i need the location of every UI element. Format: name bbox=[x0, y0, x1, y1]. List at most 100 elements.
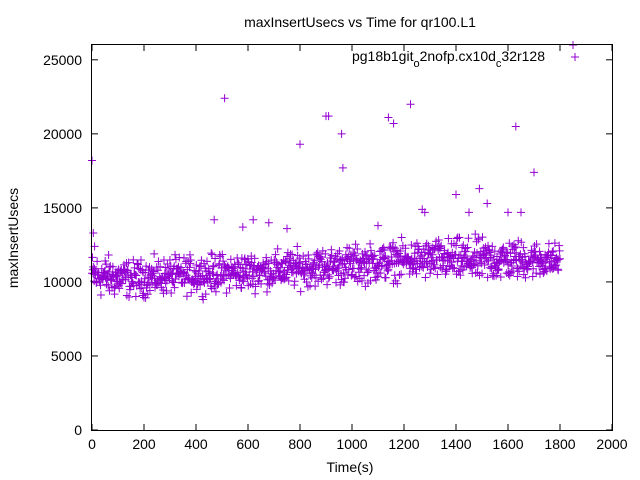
data-point bbox=[208, 262, 217, 271]
data-point bbox=[171, 250, 180, 259]
data-point bbox=[103, 269, 112, 278]
data-point bbox=[421, 273, 430, 282]
data-point bbox=[484, 256, 493, 265]
x-tick-label: 200 bbox=[132, 436, 156, 452]
data-point bbox=[376, 268, 385, 277]
data-point bbox=[535, 247, 544, 256]
data-point bbox=[548, 248, 557, 257]
data-point bbox=[504, 267, 513, 276]
data-point bbox=[299, 252, 308, 261]
data-point bbox=[341, 263, 350, 272]
x-tick-label: 1200 bbox=[388, 436, 419, 452]
data-point bbox=[447, 258, 456, 267]
data-point bbox=[141, 293, 150, 302]
data-point bbox=[435, 242, 444, 251]
outlier-point bbox=[249, 215, 258, 224]
data-point bbox=[426, 269, 435, 278]
data-point bbox=[460, 262, 469, 271]
data-point bbox=[439, 261, 448, 270]
data-point bbox=[311, 282, 320, 291]
data-point bbox=[401, 244, 410, 253]
data-point bbox=[478, 233, 487, 242]
data-point bbox=[353, 244, 362, 253]
y-tick-label: 10000 bbox=[43, 274, 82, 290]
data-point bbox=[381, 251, 390, 260]
y-axis-label: maxInsertUsecs bbox=[5, 188, 21, 288]
y-tick-label: 20000 bbox=[43, 126, 82, 142]
data-point bbox=[343, 243, 352, 252]
data-point bbox=[249, 272, 258, 281]
outlier-point bbox=[384, 113, 393, 122]
data-point bbox=[366, 239, 375, 248]
data-point bbox=[352, 272, 361, 281]
data-point bbox=[315, 254, 324, 263]
data-point bbox=[149, 267, 158, 276]
data-point bbox=[369, 254, 378, 263]
data-point bbox=[136, 284, 145, 293]
data-point bbox=[532, 269, 541, 278]
data-point bbox=[201, 290, 210, 299]
data-point bbox=[444, 234, 453, 243]
data-point bbox=[180, 279, 189, 288]
data-point bbox=[170, 283, 179, 292]
data-point bbox=[463, 243, 472, 252]
data-point bbox=[510, 244, 519, 253]
data-point bbox=[426, 248, 435, 257]
data-point bbox=[411, 265, 420, 274]
data-point bbox=[397, 233, 406, 242]
data-point bbox=[535, 270, 544, 279]
data-point bbox=[501, 255, 510, 264]
y-tick-label: 0 bbox=[74, 422, 82, 438]
data-point bbox=[130, 263, 139, 272]
data-point bbox=[244, 281, 253, 290]
data-point bbox=[507, 268, 516, 277]
data-point bbox=[554, 266, 563, 275]
data-point bbox=[168, 276, 177, 285]
data-point bbox=[122, 259, 131, 268]
data-point bbox=[311, 273, 320, 282]
data-point bbox=[488, 242, 497, 251]
data-point bbox=[392, 246, 401, 255]
outlier-point bbox=[296, 140, 304, 149]
data-point bbox=[464, 234, 473, 243]
data-point bbox=[199, 295, 208, 304]
data-point bbox=[250, 254, 259, 263]
data-point bbox=[437, 241, 446, 250]
data-point bbox=[484, 241, 493, 250]
data-point bbox=[519, 243, 528, 252]
data-point bbox=[471, 230, 480, 239]
plot-frame bbox=[91, 44, 613, 431]
data-point bbox=[325, 272, 334, 281]
data-point bbox=[104, 250, 113, 259]
data-point bbox=[296, 258, 305, 267]
data-point bbox=[407, 241, 416, 250]
data-point bbox=[357, 263, 366, 272]
data-point bbox=[132, 271, 141, 280]
data-point bbox=[186, 256, 195, 265]
data-point bbox=[513, 272, 522, 281]
data-point bbox=[211, 254, 220, 263]
data-point bbox=[445, 262, 454, 271]
data-point bbox=[156, 262, 165, 271]
outlier-point bbox=[517, 208, 525, 217]
data-point bbox=[110, 282, 119, 291]
data-point bbox=[461, 252, 470, 261]
data-point bbox=[232, 281, 241, 290]
data-point bbox=[211, 287, 220, 296]
data-point bbox=[290, 277, 299, 286]
data-point bbox=[192, 285, 201, 294]
data-point bbox=[269, 274, 278, 283]
data-point bbox=[101, 256, 110, 265]
data-point bbox=[397, 270, 406, 279]
data-point bbox=[93, 257, 102, 266]
data-point bbox=[532, 240, 541, 249]
data-point bbox=[357, 276, 366, 285]
data-point bbox=[327, 251, 336, 260]
points-layer bbox=[88, 41, 577, 304]
data-point bbox=[480, 260, 489, 269]
data-point bbox=[550, 239, 559, 248]
data-point bbox=[303, 282, 312, 291]
data-point bbox=[192, 260, 201, 269]
data-point bbox=[370, 251, 379, 260]
